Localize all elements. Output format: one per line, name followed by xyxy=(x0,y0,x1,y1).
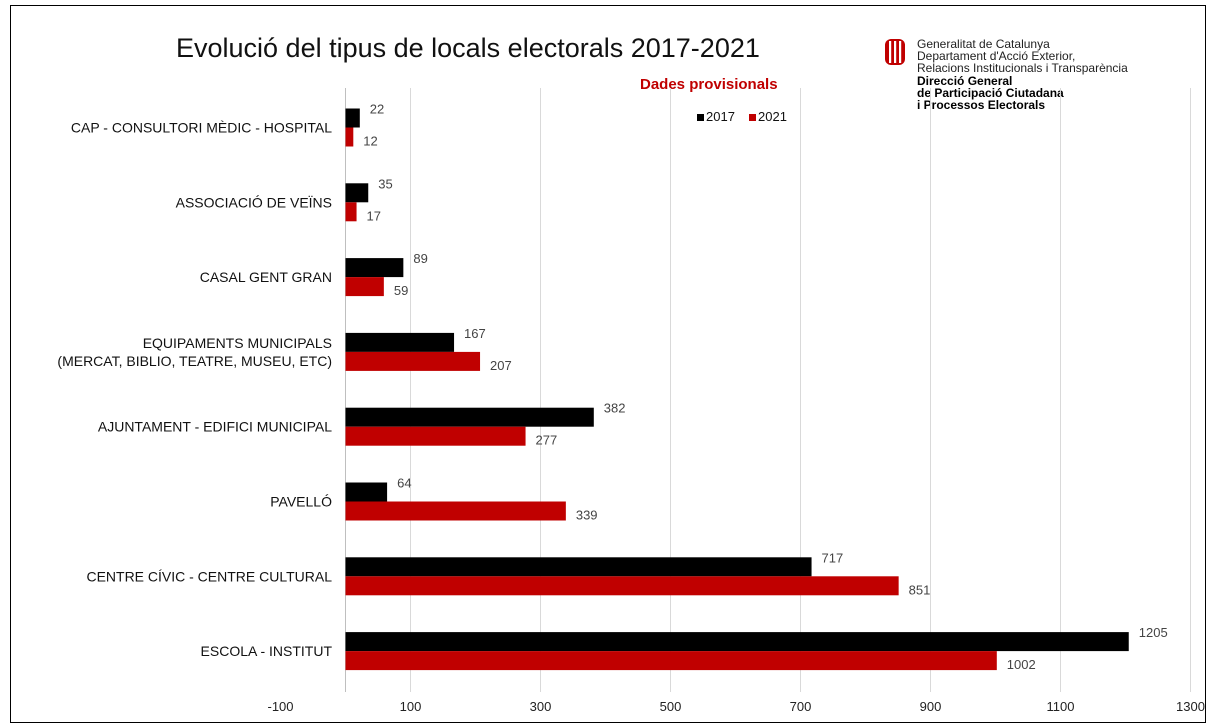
logo-text-line: Departament d'Acció Exterior, xyxy=(917,49,1076,63)
logo-text-line: Relacions Institucionals i Transparència xyxy=(917,61,1128,75)
bar-2017 xyxy=(345,183,369,203)
data-label: 22 xyxy=(370,102,384,117)
bar-2017 xyxy=(345,557,812,577)
category-label: CASAL GENT GRAN xyxy=(200,269,332,285)
data-label: 1205 xyxy=(1139,625,1168,640)
data-label: 382 xyxy=(604,401,626,416)
bar-2021 xyxy=(345,426,526,446)
senyera-icon xyxy=(885,39,905,65)
category-label: EQUIPAMENTS MUNICIPALS xyxy=(143,335,332,351)
data-label: 17 xyxy=(367,208,381,223)
legend-swatch-2017 xyxy=(697,114,704,121)
x-tick-label: 1300 xyxy=(1176,699,1205,714)
category-label: ESCOLA - INSTITUT xyxy=(201,643,333,659)
bar-2017 xyxy=(345,332,455,352)
logo-text-line: Generalitat de Catalunya xyxy=(917,37,1050,51)
legend-label: 2021 xyxy=(758,109,787,124)
category-label: CENTRE CÍVIC - CENTRE CULTURAL xyxy=(86,568,332,584)
data-label: 339 xyxy=(576,508,598,523)
bar-2017 xyxy=(345,482,388,502)
x-tick-label: -100 xyxy=(267,699,293,714)
bar-2021 xyxy=(345,351,481,371)
bar-2017 xyxy=(345,407,594,427)
x-tick-label: 300 xyxy=(530,699,552,714)
data-label: 717 xyxy=(822,550,844,565)
bar-2017 xyxy=(345,258,404,278)
logo-text-bold-line: i Processos Electorals xyxy=(917,98,1046,112)
category-label: ASSOCIACIÓ DE VEÏNS xyxy=(176,194,332,210)
x-tick-label: 100 xyxy=(400,699,422,714)
category-label: (MERCAT, BIBLIO, TEATRE, MUSEU, ETC) xyxy=(57,353,332,369)
bar-2021 xyxy=(345,202,357,222)
x-tick-label: 700 xyxy=(790,699,812,714)
generalitat-logo: Generalitat de Catalunya Departament d'A… xyxy=(884,38,1164,128)
x-tick-label: 1100 xyxy=(1047,699,1075,714)
data-label: 64 xyxy=(397,476,411,491)
category-label: PAVELLÓ xyxy=(270,494,332,510)
data-label: 167 xyxy=(464,326,486,341)
chart-subtitle: Dades provisionals xyxy=(640,76,778,93)
data-label: 59 xyxy=(394,283,408,298)
category-label: AJUNTAMENT - EDIFICI MUNICIPAL xyxy=(98,419,332,435)
data-label: 851 xyxy=(909,582,931,597)
data-label: 277 xyxy=(536,433,558,448)
data-label: 207 xyxy=(490,358,512,373)
logo-text-bold-line: de Participació Ciutadana xyxy=(917,86,1064,100)
x-tick-label: 900 xyxy=(920,699,942,714)
chart-title: Evolució del tipus de locals electorals … xyxy=(176,33,760,63)
bar-2021 xyxy=(345,651,997,671)
data-label: 1002 xyxy=(1007,657,1036,672)
bar-2021 xyxy=(345,277,384,297)
bar-2017 xyxy=(345,632,1129,652)
x-tick-label: 500 xyxy=(660,699,682,714)
data-label: 89 xyxy=(413,251,427,266)
bar-2021 xyxy=(345,501,566,521)
legend-swatch-2021 xyxy=(749,114,756,121)
data-label: 35 xyxy=(378,176,392,191)
chart-frame xyxy=(10,5,1206,723)
category-label: CAP - CONSULTORI MÈDIC - HOSPITAL xyxy=(71,120,332,136)
bar-2017 xyxy=(345,108,360,128)
logo-text-bold-line: Direcció General xyxy=(917,74,1013,88)
legend-label: 2017 xyxy=(706,109,735,124)
bar-2021 xyxy=(345,576,899,596)
bar-2021 xyxy=(345,127,354,147)
data-label: 12 xyxy=(363,134,377,149)
